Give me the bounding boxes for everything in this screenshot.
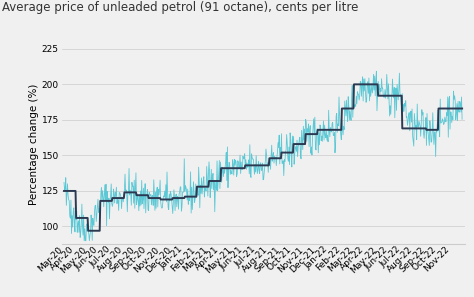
Text: Average price of unleaded petrol (91 octane), cents per litre: Average price of unleaded petrol (91 oct… <box>2 1 359 15</box>
Y-axis label: Percentage change (%): Percentage change (%) <box>29 83 39 205</box>
